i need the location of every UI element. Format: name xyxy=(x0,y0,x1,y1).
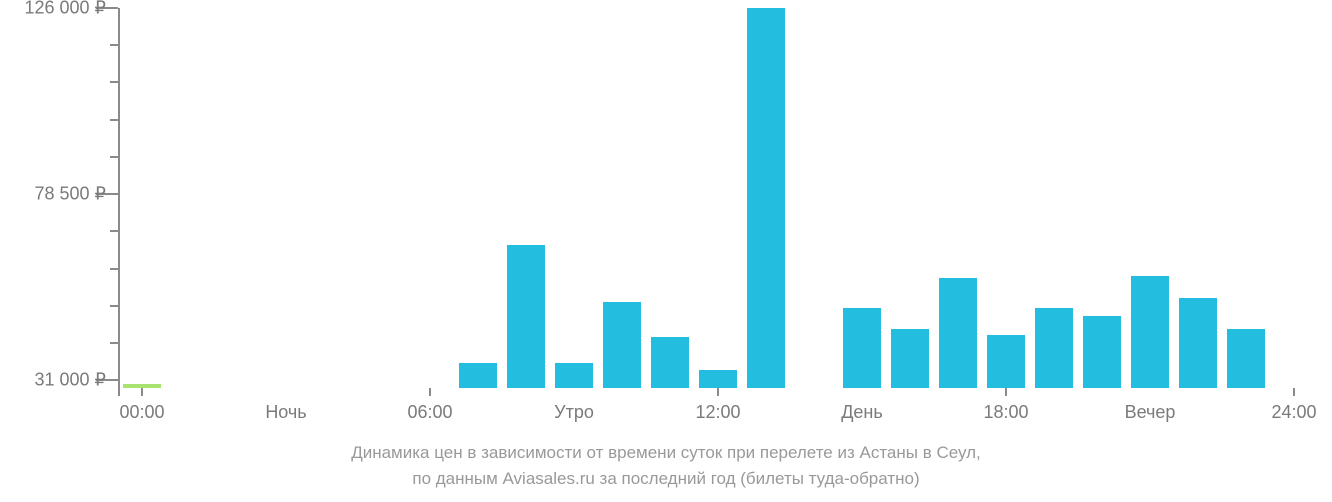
price-bar xyxy=(603,302,640,388)
price-bar xyxy=(1227,329,1264,388)
x-hour-label: 00:00 xyxy=(119,402,164,423)
caption-line-1: Динамика цен в зависимости от времени су… xyxy=(351,443,981,462)
y-tick-minor xyxy=(110,305,118,307)
x-tick xyxy=(429,388,431,396)
x-period-label: Ночь xyxy=(265,402,306,423)
y-axis-label: 31 000 ₽ xyxy=(34,370,118,391)
x-tick xyxy=(141,388,143,396)
x-tick xyxy=(717,388,719,396)
y-axis-label: 78 500 ₽ xyxy=(34,184,118,205)
y-tick-minor xyxy=(110,342,118,344)
y-tick-minor xyxy=(110,230,118,232)
price-bar xyxy=(939,278,976,388)
x-period-label: Утро xyxy=(554,402,594,423)
price-bar xyxy=(459,363,496,388)
y-axis-label: 126 000 ₽ xyxy=(24,0,118,19)
price-bar xyxy=(1083,316,1120,388)
plot-area: 126 000 ₽78 500 ₽31 000 ₽00:0006:0012:00… xyxy=(118,8,1318,388)
price-bar xyxy=(1035,308,1072,388)
y-tick-minor xyxy=(110,81,118,83)
y-tick-minor xyxy=(110,44,118,46)
price-bar xyxy=(507,245,544,388)
x-hour-label: 24:00 xyxy=(1271,402,1316,423)
x-tick xyxy=(1005,388,1007,396)
price-bar xyxy=(1131,276,1168,388)
x-hour-label: 18:00 xyxy=(983,402,1028,423)
x-hour-label: 12:00 xyxy=(695,402,740,423)
chart-caption: Динамика цен в зависимости от времени су… xyxy=(0,440,1332,491)
x-period-label: День xyxy=(841,402,883,423)
price-bar xyxy=(699,370,736,388)
price-bar xyxy=(1179,298,1216,388)
caption-line-2: по данным Aviasales.ru за последний год … xyxy=(412,469,919,488)
price-bar xyxy=(747,8,784,388)
price-bar xyxy=(843,308,880,388)
x-tick xyxy=(1293,388,1295,396)
price-bar xyxy=(555,363,592,388)
y-axis xyxy=(118,8,120,396)
y-tick-minor xyxy=(110,268,118,270)
x-hour-label: 06:00 xyxy=(407,402,452,423)
y-tick-minor xyxy=(110,156,118,158)
price-bar xyxy=(987,335,1024,388)
y-tick-minor xyxy=(110,119,118,121)
price-bar xyxy=(651,337,688,388)
x-period-label: Вечер xyxy=(1125,402,1176,423)
price-bar xyxy=(891,329,928,388)
price-by-hour-chart: 126 000 ₽ 78 500 ₽ 31 000 ₽00:00 06:00 12:00… xyxy=(0,0,1332,502)
